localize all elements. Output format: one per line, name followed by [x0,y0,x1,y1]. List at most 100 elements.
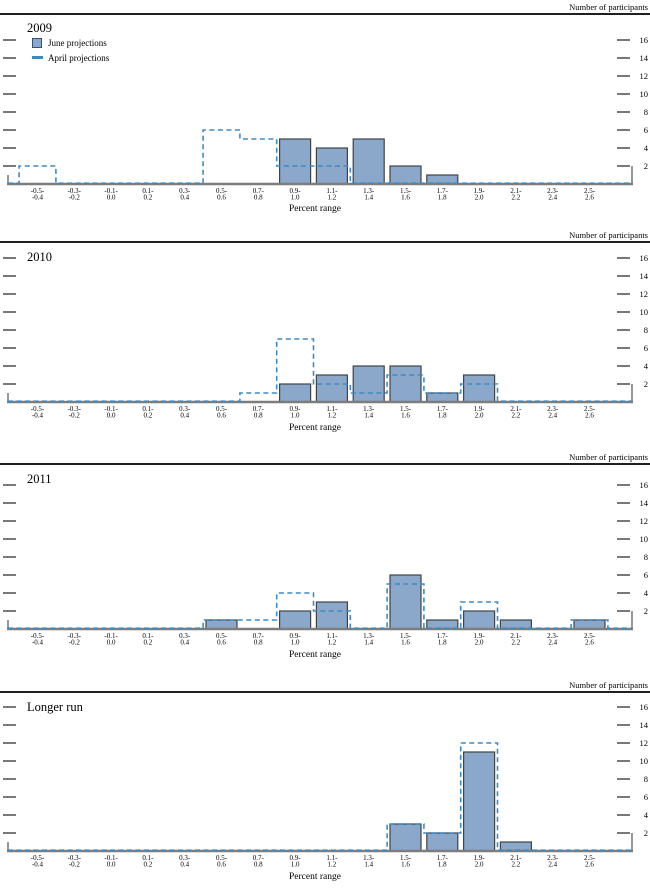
svg-text:1.0: 1.0 [291,194,300,202]
svg-text:1.5-: 1.5- [400,405,412,413]
svg-text:2.5-: 2.5- [584,405,596,413]
svg-text:0.5-: 0.5- [216,405,228,413]
svg-text:0.9-: 0.9- [290,405,302,413]
panel-title: 2010 [27,250,52,264]
svg-text:1.3-: 1.3- [363,405,375,413]
svg-text:0.5-: 0.5- [216,632,228,640]
svg-text:-0.4: -0.4 [32,861,44,869]
svg-text:1.2: 1.2 [328,194,337,202]
svg-text:2.5-: 2.5- [584,187,596,195]
svg-text:1.9-: 1.9- [474,632,486,640]
svg-text:12: 12 [640,71,649,81]
svg-text:2.4: 2.4 [548,194,557,202]
svg-text:2.1-: 2.1- [510,854,522,862]
svg-text:6: 6 [644,792,648,802]
svg-text:10: 10 [640,89,649,99]
svg-text:0.3-: 0.3- [179,632,191,640]
april-dash-swatch-icon [32,56,43,59]
svg-text:1.2: 1.2 [328,412,337,420]
svg-text:1.3-: 1.3- [363,187,375,195]
svg-text:0.9-: 0.9- [290,187,302,195]
svg-text:1.6: 1.6 [401,639,410,647]
svg-text:2.4: 2.4 [548,861,557,869]
svg-text:1.3-: 1.3- [363,632,375,640]
svg-text:12: 12 [640,289,649,299]
svg-text:-0.5-: -0.5- [31,187,45,195]
svg-text:0.3-: 0.3- [179,854,191,862]
april-projection-line [8,129,632,184]
svg-text:1.4: 1.4 [364,194,373,202]
svg-text:-0.2: -0.2 [69,194,81,202]
april-projection-line [8,742,632,851]
svg-text:2.2: 2.2 [512,194,521,202]
x-axis-title: Percent range [289,872,341,882]
svg-text:0.2: 0.2 [144,412,153,420]
legend: June projections April projections [32,35,109,65]
svg-text:1.7-: 1.7- [437,632,449,640]
svg-text:2.5-: 2.5- [584,854,596,862]
svg-text:14: 14 [640,720,649,730]
svg-text:0.8: 0.8 [254,639,263,647]
svg-text:2.2: 2.2 [512,639,521,647]
svg-text:8: 8 [644,774,648,784]
svg-text:-0.3-: -0.3- [68,854,82,862]
x-bin-labels: -0.5--0.4 -0.3--0.2 -0.1-0.0 0.1-0.2 0.3-0.4… [31,187,596,202]
april-projection-line [8,583,632,629]
svg-text:4: 4 [644,810,649,820]
x-axis-title: Percent range [289,650,341,660]
svg-text:1.8: 1.8 [438,861,447,869]
svg-text:-0.5-: -0.5- [31,405,45,413]
x-axis-baseline [7,833,633,853]
june-bar-swatch-icon [32,37,42,48]
svg-text:14: 14 [640,498,649,508]
svg-text:0.7-: 0.7- [253,405,265,413]
svg-text:0.9-: 0.9- [290,632,302,640]
svg-text:2: 2 [644,606,648,616]
svg-text:0.0: 0.0 [107,861,116,869]
x-axis-title: Percent range [289,423,341,433]
june-projection-bars [279,138,459,185]
svg-text:2.0: 2.0 [475,639,484,647]
legend-april-label: April projections [48,52,110,63]
svg-text:-0.5-: -0.5- [31,854,45,862]
svg-text:0.0: 0.0 [107,639,116,647]
svg-text:0.1-: 0.1- [142,405,154,413]
svg-text:1.4: 1.4 [364,861,373,869]
svg-text:12: 12 [640,738,649,748]
right-axis-title: Number of participants [569,230,648,240]
panel-2011: 2 4 6 8 10 12 14 16 -0.5- -0.4 -0.3- -0.2 -0.1- 0.0 0.… [0,448,650,672]
panel-2010: 2 4 6 8 10 12 14 16 -0.5- -0.4 -0.3- -0.2 -0.1- 0.0 0.… [0,224,650,448]
svg-text:0.6: 0.6 [217,194,226,202]
svg-text:0.1-: 0.1- [142,854,154,862]
svg-text:1.2: 1.2 [328,639,337,647]
panel-title: Longer run [27,700,83,714]
svg-text:1.1-: 1.1- [326,405,338,413]
plot-longer-run: 2 4 6 8 10 12 14 16 -0.5--0.4 -0.3--0.2 -0.1-0.0 0.… [0,691,650,869]
svg-text:8: 8 [644,325,648,335]
svg-text:2.2: 2.2 [512,412,521,420]
svg-text:12: 12 [640,516,649,526]
legend-june-label: June projections [48,37,107,48]
svg-text:-0.2: -0.2 [69,412,81,420]
plot-2010: 2 4 6 8 10 12 14 16 -0.5--0.4 -0.3--0.2 -0.1-0.0 0.… [0,241,650,420]
y-axis-ticks: 2 4 6 8 10 12 14 16 [3,702,649,838]
svg-text:10: 10 [640,307,649,317]
svg-text:2.4: 2.4 [548,412,557,420]
plot-2011: 2 4 6 8 10 12 14 16 -0.5--0.4 -0.3--0.2 -0.1-0.0 0.… [0,463,650,647]
svg-text:-0.4: -0.4 [32,412,44,420]
svg-text:2.6: 2.6 [585,194,594,202]
svg-text:0.4: 0.4 [180,639,189,647]
svg-text:1.2: 1.2 [328,861,337,869]
svg-text:2.0: 2.0 [475,194,484,202]
svg-text:2.3-: 2.3- [547,187,559,195]
svg-text:14: 14 [640,271,649,281]
svg-text:0.0: 0.0 [107,194,116,202]
svg-text:1.7-: 1.7- [437,854,449,862]
svg-text:-0.1-: -0.1- [104,405,118,413]
svg-text:1.1-: 1.1- [326,187,338,195]
svg-text:2.1-: 2.1- [510,632,522,640]
svg-text:4: 4 [644,361,649,371]
svg-text:10: 10 [640,756,649,766]
svg-text:1.5-: 1.5- [400,854,412,862]
svg-text:4: 4 [644,588,649,598]
